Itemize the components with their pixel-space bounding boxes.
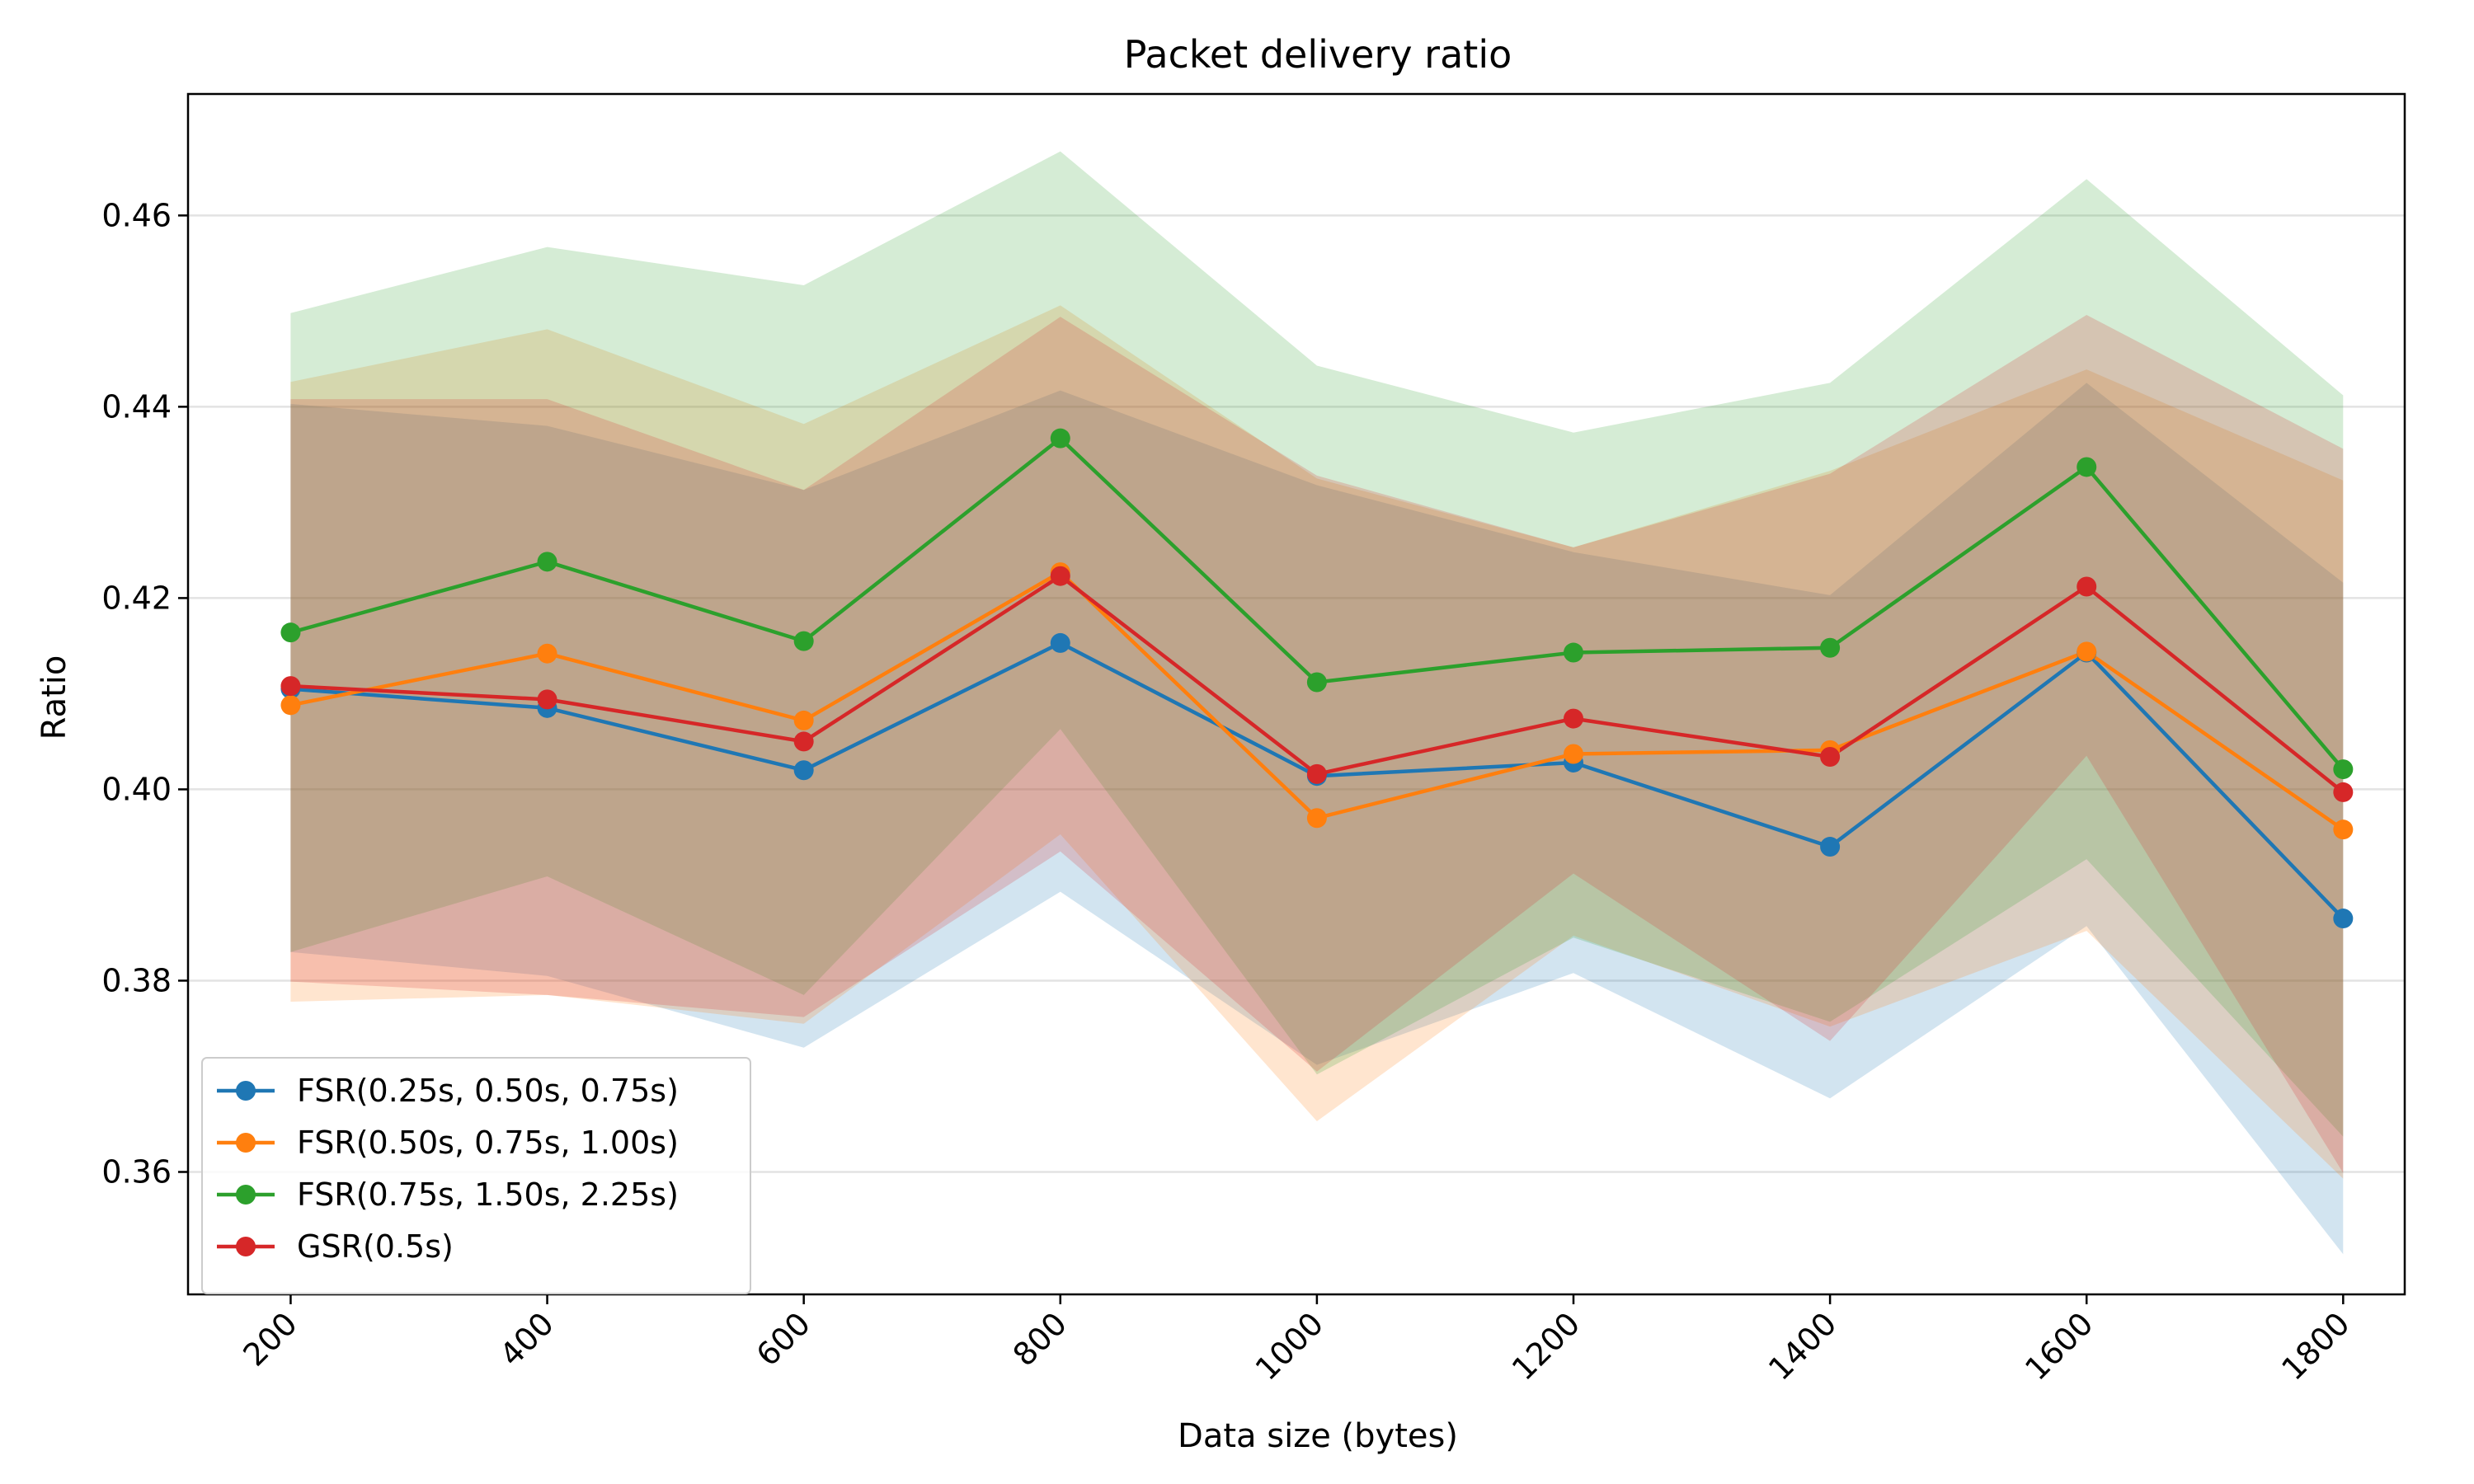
data-point (1050, 566, 1070, 586)
legend-box (201, 1057, 751, 1294)
data-point (1050, 428, 1070, 448)
legend-label: GSR(0.5s) (297, 1228, 454, 1265)
data-point (2333, 759, 2354, 780)
y-axis-title: Ratio (35, 655, 73, 740)
data-point (1820, 746, 1841, 767)
legend-marker (236, 1237, 256, 1256)
data-point (1820, 837, 1841, 857)
data-point (1564, 708, 1583, 729)
legend-marker (236, 1185, 256, 1205)
data-point (1820, 637, 1841, 658)
data-point (2077, 641, 2097, 662)
y-tick-label: 0.36 (101, 1153, 172, 1190)
y-tick-label: 0.42 (101, 580, 172, 616)
legend-marker (236, 1133, 256, 1153)
data-point (793, 731, 814, 752)
data-point (280, 676, 301, 697)
x-axis-title: Data size (bytes) (1178, 1417, 1458, 1455)
y-tick-label: 0.46 (101, 197, 172, 233)
data-point (793, 760, 814, 781)
data-point (1306, 672, 1327, 693)
legend-label: FSR(0.25s, 0.50s, 0.75s) (297, 1073, 679, 1109)
data-point (2333, 782, 2354, 802)
data-point (1564, 642, 1583, 663)
data-point (537, 643, 557, 664)
data-point (2333, 909, 2354, 929)
chart-title: Packet delivery ratio (1124, 32, 1512, 77)
data-point (2333, 819, 2354, 840)
series-points (280, 428, 2354, 929)
legend-label: FSR(0.50s, 0.75s, 1.00s) (297, 1125, 679, 1161)
legend: FSR(0.25s, 0.50s, 0.75s) FSR(0.50s, 0.75s… (201, 1057, 751, 1294)
data-point (1564, 744, 1583, 764)
data-point (280, 695, 301, 716)
plot-area-frame (186, 92, 2406, 1296)
data-point (2077, 457, 2097, 477)
data-point (537, 552, 557, 572)
legend-label: FSR(0.75s, 1.50s, 2.25s) (297, 1176, 679, 1213)
y-tick-label: 0.40 (101, 771, 172, 807)
confidence-band (290, 315, 2344, 1173)
data-point (2077, 576, 2097, 597)
data-point (1306, 763, 1327, 784)
y-tick-label: 0.44 (101, 388, 172, 425)
confidence-band (290, 151, 2344, 1137)
data-point (1306, 808, 1327, 829)
y-tick-label: 0.38 (101, 962, 172, 998)
legend-marker (236, 1081, 256, 1101)
confidence-band (290, 305, 2344, 1179)
data-point (537, 689, 557, 710)
data-point (280, 622, 301, 643)
y-axis-ticks: 0.36 0.38 0.40 0.42 0.44 0.46 (101, 197, 188, 1190)
data-point (793, 631, 814, 651)
data-point (793, 710, 814, 730)
data-point (1050, 632, 1070, 653)
confidence-bands (290, 151, 2344, 1255)
